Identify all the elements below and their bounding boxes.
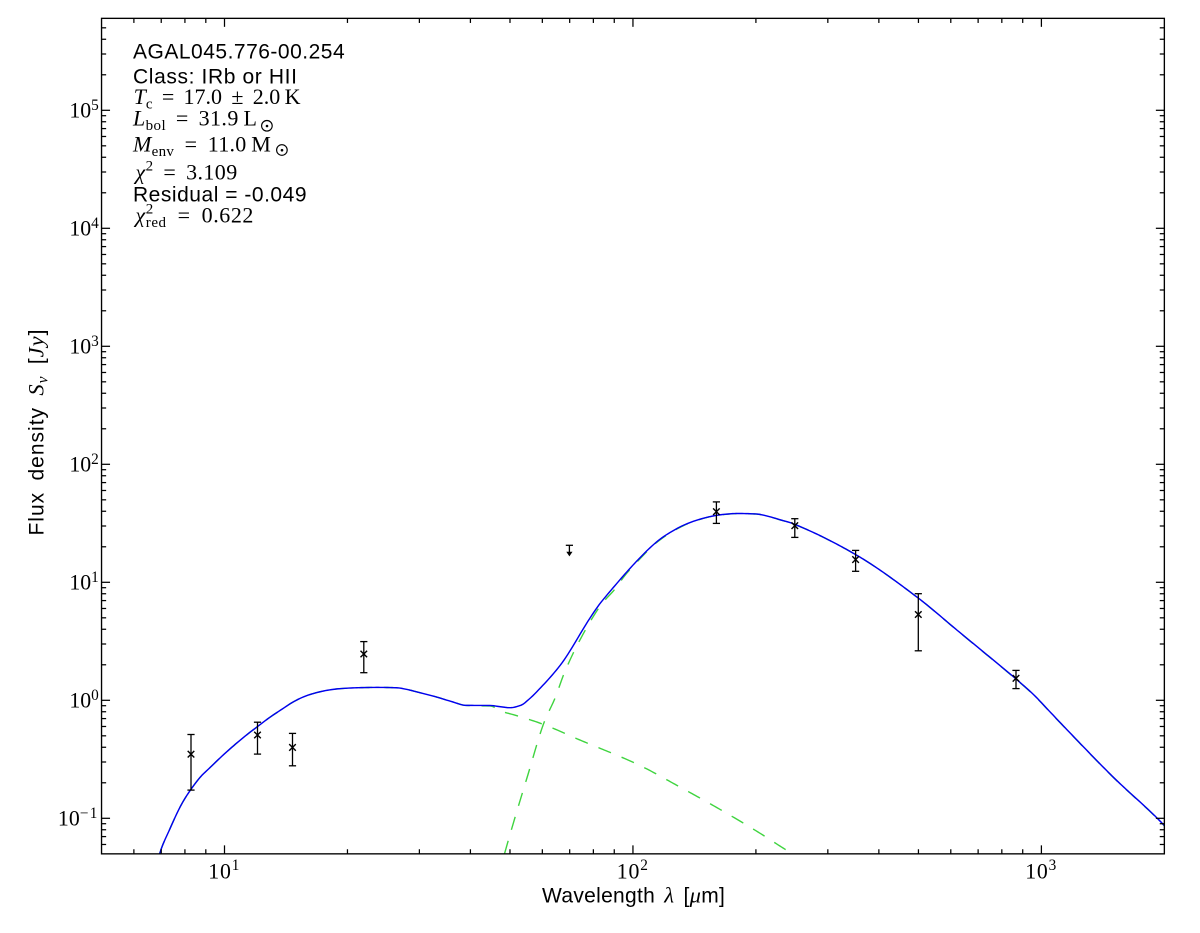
svg-text:Flux density Sν [Jy]: Flux density Sν [Jy]	[24, 328, 52, 535]
svg-text:Menv = 11.0 M: Menv = 11.0 M	[132, 132, 271, 161]
svg-text:Class: IRb or HII: Class: IRb or HII	[133, 65, 298, 88]
svg-text:AGAL045.776-00.254: AGAL045.776-00.254	[133, 41, 345, 64]
svg-text:Residual = -0.049: Residual = -0.049	[133, 184, 307, 207]
svg-text:Wavelength λ [μm]: Wavelength λ [μm]	[542, 883, 725, 908]
svg-text:χ2 = 3.109: χ2 = 3.109	[134, 159, 238, 185]
svg-text:Lbol = 31.9 L: Lbol = 31.9 L	[132, 106, 257, 135]
svg-text:Tc = 17.0 ± 2.0 K: Tc = 17.0 ± 2.0 K	[134, 84, 301, 113]
